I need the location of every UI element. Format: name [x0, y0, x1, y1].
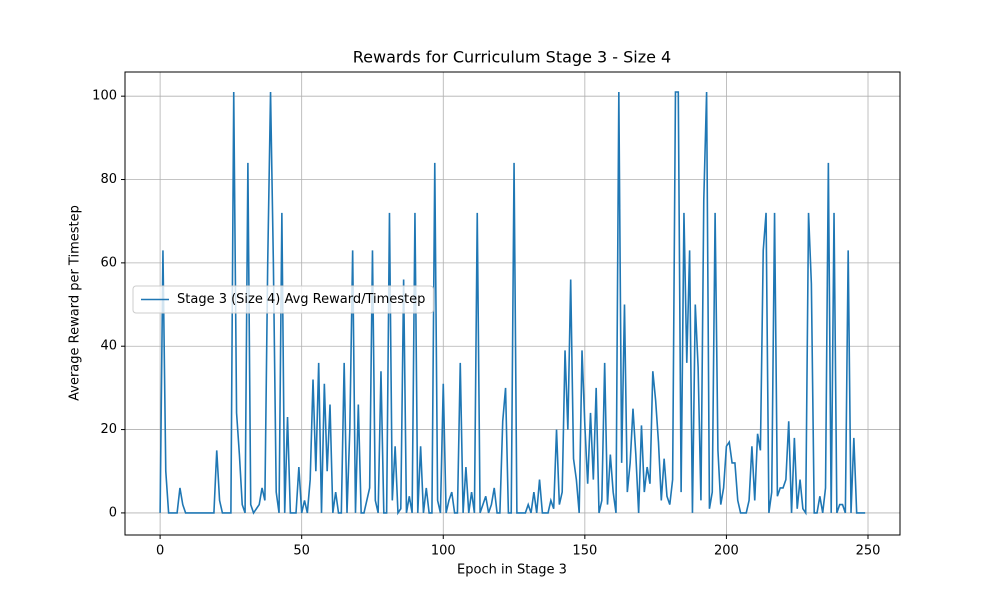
x-tick-label: 50 — [293, 544, 310, 559]
x-axis-label: Epoch in Stage 3 — [457, 563, 567, 578]
y-tick-label: 0 — [109, 505, 117, 520]
x-tick-label: 150 — [572, 544, 597, 559]
y-axis-label: Average Reward per Timestep — [68, 205, 83, 401]
plot-frame — [124, 71, 901, 536]
x-tick-label: 0 — [156, 544, 164, 559]
line — [159, 91, 866, 516]
x-tick-label: 200 — [714, 544, 739, 559]
chart-title: Rewards for Curriculum Stage 3 - Size 4 — [353, 48, 671, 67]
y-tick-label: 100 — [92, 89, 117, 104]
y-tick-label: 20 — [100, 422, 117, 437]
legend-label: Stage 3 (Size 4) Avg Reward/Timestep — [177, 292, 425, 307]
legend-box — [132, 285, 434, 314]
y-tick-label: 80 — [100, 172, 117, 187]
x-tick-label: 100 — [431, 544, 456, 559]
y-tick-label: 60 — [100, 255, 117, 270]
y-tick-label: 40 — [100, 339, 117, 354]
x-tick-label: 250 — [856, 544, 881, 559]
legend: Stage 3 (Size 4) Avg Reward/Timestep — [132, 285, 434, 314]
